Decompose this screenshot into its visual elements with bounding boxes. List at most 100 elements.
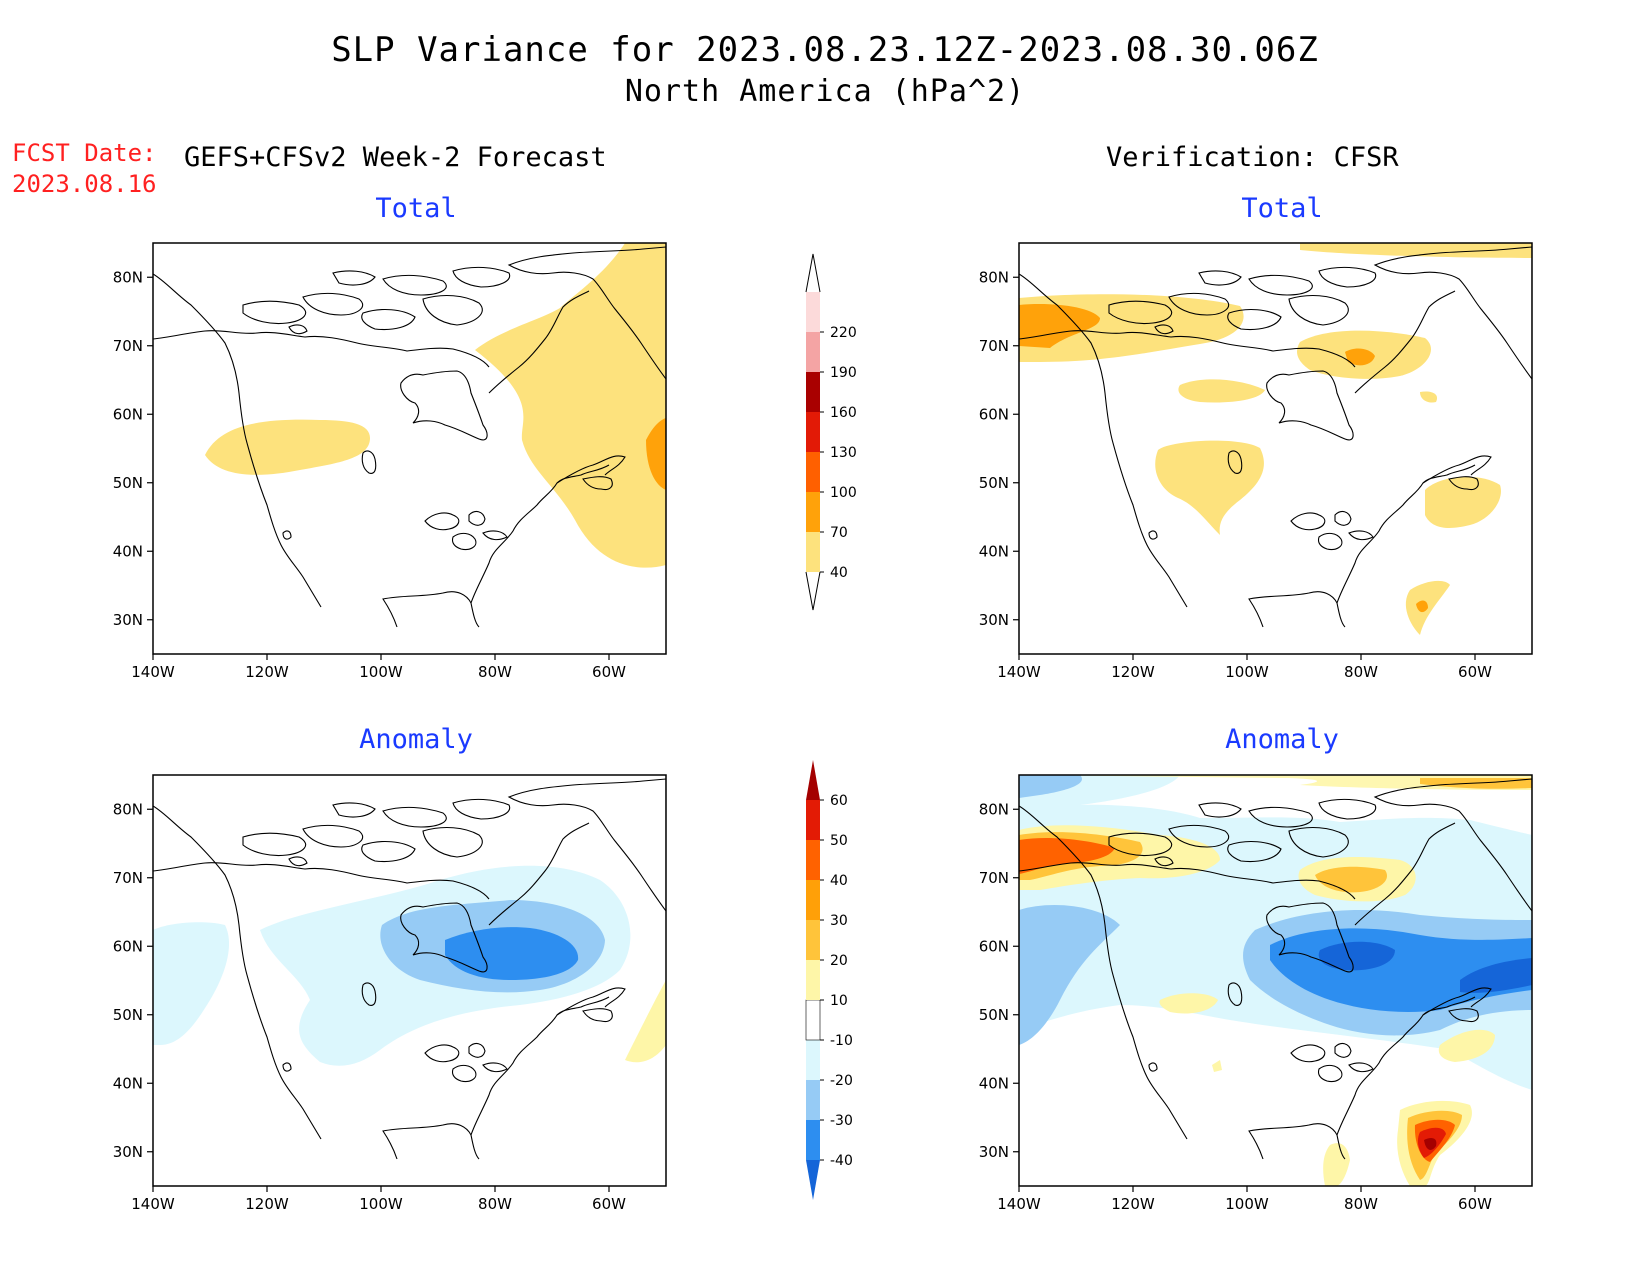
colorbar-anomaly-box	[806, 800, 820, 840]
colorbar-anomaly-label: -40	[830, 1153, 853, 1169]
lat-tick-label-verification-total: 80N	[979, 268, 1009, 286]
lon-tick-label-forecast-anomaly: 140W	[131, 1195, 175, 1213]
colorbar-anomaly-box	[806, 920, 820, 960]
lat-tick-label-forecast-total: 40N	[113, 542, 143, 560]
forecast-date-value: 2023.08.16	[12, 170, 157, 198]
map-forecast-anomaly	[152, 774, 667, 1187]
colorbar-total-label: 160	[830, 405, 857, 421]
panel-title-forecast-anomaly: Anomaly	[359, 724, 473, 755]
lon-tick-label-verification-total: 120W	[1111, 663, 1155, 681]
lat-tick-label-forecast-anomaly: 70N	[113, 869, 143, 887]
forecast-column-title: GEFS+CFSv2 Week-2 Forecast	[184, 142, 607, 173]
map-forecast-total	[152, 242, 667, 655]
map-verification-total	[1018, 242, 1533, 655]
colorbar-anomaly-box	[806, 1120, 820, 1160]
lon-tick-label-forecast-total: 120W	[245, 663, 289, 681]
colorbar-anomaly-label: 40	[830, 873, 848, 889]
lat-tick-label-verification-total: 60N	[979, 405, 1009, 423]
colorbar-total: 40 70 100 130 160 190 220	[805, 253, 857, 611]
lat-tick-label-verification-anomaly: 30N	[979, 1143, 1009, 1161]
colorbar-anomaly-lower-triangle	[806, 1160, 820, 1200]
panel-title-verification-anomaly: Anomaly	[1225, 724, 1339, 755]
colorbar-total-box	[806, 372, 820, 412]
lon-tick-label-verification-anomaly: 60W	[1458, 1195, 1492, 1213]
lat-tick-label-verification-anomaly: 50N	[979, 1006, 1009, 1024]
colorbar-total-label: 190	[830, 365, 857, 381]
axis-ticks: 80N 70N 60N 50N 40N 30N 140W 120W 100W 80W 60W 80N 7…	[113, 268, 1492, 1213]
colorbar-total-box	[806, 492, 820, 532]
colorbar-anomaly-box	[806, 880, 820, 920]
panel-title-forecast-total: Total	[375, 193, 457, 224]
lon-tick-label-forecast-total: 140W	[131, 663, 175, 681]
lon-tick-label-forecast-total: 100W	[359, 663, 403, 681]
panel-title-verification-total: Total	[1241, 193, 1323, 224]
colorbar-anomaly-label: -10	[830, 1033, 853, 1049]
colorbar-anomaly-label: 20	[830, 953, 848, 969]
lat-tick-label-forecast-total: 70N	[113, 337, 143, 355]
lon-tick-label-forecast-anomaly: 60W	[592, 1195, 626, 1213]
colorbar-anomaly-label: -30	[830, 1113, 853, 1129]
lon-tick-label-forecast-total: 60W	[592, 663, 626, 681]
lat-tick-label-verification-anomaly: 70N	[979, 869, 1009, 887]
lat-tick-label-forecast-total: 50N	[113, 474, 143, 492]
lon-tick-label-verification-anomaly: 100W	[1225, 1195, 1269, 1213]
map-verification-anomaly	[1018, 774, 1533, 1187]
colorbar-anomaly-label: 10	[830, 993, 848, 1009]
lat-tick-label-forecast-anomaly: 60N	[113, 937, 143, 955]
colorbar-total-box	[806, 332, 820, 372]
colorbar-total-label: 100	[830, 485, 857, 501]
forecast-date: FCST Date: 2023.08.16	[12, 138, 157, 200]
colorbar-anomaly-label: -20	[830, 1073, 853, 1089]
lat-tick-label-forecast-anomaly: 80N	[113, 800, 143, 818]
lat-tick-label-forecast-total: 60N	[113, 405, 143, 423]
colorbar-total-label: 220	[830, 325, 857, 341]
forecast-date-label: FCST Date:	[12, 139, 157, 167]
lon-tick-label-verification-anomaly: 80W	[1344, 1195, 1378, 1213]
colorbar-total-box	[806, 412, 820, 452]
lat-tick-label-verification-total: 30N	[979, 611, 1009, 629]
lat-tick-label-verification-anomaly: 60N	[979, 937, 1009, 955]
lat-tick-label-verification-anomaly: 40N	[979, 1074, 1009, 1092]
chart-subtitle: North America (hPa^2)	[624, 74, 1026, 109]
colorbar-total-upper-triangle	[805, 253, 821, 293]
lon-tick-label-verification-anomaly: 140W	[997, 1195, 1041, 1213]
lon-tick-label-forecast-anomaly: 100W	[359, 1195, 403, 1213]
colorbar-total-label: 70	[830, 525, 848, 541]
colorbar-total-label: 40	[830, 565, 848, 581]
lat-tick-label-forecast-total: 80N	[113, 268, 143, 286]
lat-tick-label-verification-total: 70N	[979, 337, 1009, 355]
colorbar-anomaly-box	[806, 960, 820, 1000]
colorbar-anomaly-upper-triangle	[806, 760, 820, 800]
colorbar-total-box	[806, 452, 820, 492]
chart-title: SLP Variance for 2023.08.23.12Z-2023.08.…	[331, 30, 1319, 70]
lon-tick-label-verification-total: 60W	[1458, 663, 1492, 681]
colorbar-total-box	[806, 532, 820, 572]
lon-tick-label-forecast-total: 80W	[478, 663, 512, 681]
lat-tick-label-forecast-anomaly: 40N	[113, 1074, 143, 1092]
colorbar-total-box	[806, 292, 820, 332]
verification-column-title: Verification: CFSR	[1106, 142, 1399, 173]
lat-tick-label-forecast-anomaly: 30N	[113, 1143, 143, 1161]
lon-tick-label-verification-total: 140W	[997, 663, 1041, 681]
colorbar-anomaly: -40 -30 -20 -10 10 20 30 40 50 60	[805, 760, 853, 1200]
lon-tick-label-verification-anomaly: 120W	[1111, 1195, 1155, 1213]
lat-tick-label-verification-total: 50N	[979, 474, 1009, 492]
colorbar-anomaly-box	[806, 1080, 820, 1120]
colorbar-anomaly-label: 50	[830, 833, 848, 849]
lon-tick-label-forecast-anomaly: 80W	[478, 1195, 512, 1213]
colorbar-total-lower-triangle	[805, 571, 821, 611]
lat-tick-label-forecast-total: 30N	[113, 611, 143, 629]
lat-tick-label-verification-anomaly: 80N	[979, 800, 1009, 818]
lon-tick-label-forecast-anomaly: 120W	[245, 1195, 289, 1213]
colorbar-anomaly-box	[806, 1040, 820, 1080]
colorbar-anomaly-box	[805, 999, 821, 1041]
lat-tick-label-forecast-anomaly: 50N	[113, 1006, 143, 1024]
colorbar-anomaly-box	[806, 840, 820, 880]
lon-tick-label-verification-total: 100W	[1225, 663, 1269, 681]
lat-tick-label-verification-total: 40N	[979, 542, 1009, 560]
colorbar-anomaly-label: 30	[830, 913, 848, 929]
colorbar-anomaly-label: 60	[830, 793, 848, 809]
lon-tick-label-verification-total: 80W	[1344, 663, 1378, 681]
colorbar-total-label: 130	[830, 445, 857, 461]
